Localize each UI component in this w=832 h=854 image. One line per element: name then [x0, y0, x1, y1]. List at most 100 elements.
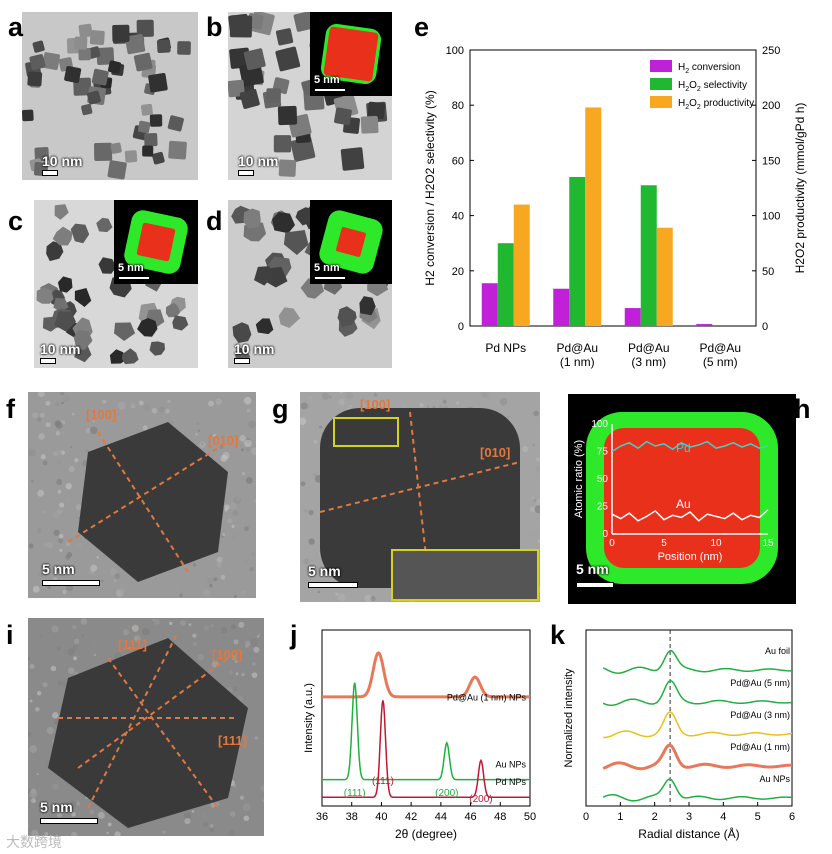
noise-speck	[65, 541, 71, 547]
noise-speck	[235, 672, 239, 676]
series-line-2	[603, 710, 793, 739]
nanoparticle	[165, 302, 181, 318]
noise-speck	[100, 579, 104, 583]
left-tick-label: 60	[452, 155, 464, 167]
noise-speck	[202, 821, 209, 827]
noise-speck	[54, 805, 61, 812]
noise-speck	[238, 621, 245, 628]
nanocube	[34, 147, 50, 162]
nanoparticle	[137, 318, 158, 337]
noise-speck	[233, 639, 239, 645]
nanoparticle	[52, 226, 73, 246]
noise-speck	[370, 595, 376, 602]
noise-speck	[251, 672, 258, 679]
noise-speck	[131, 624, 139, 632]
noise-speck	[35, 707, 40, 712]
scalebar-b-inset	[314, 88, 346, 92]
noise-speck	[36, 528, 42, 534]
noise-speck	[535, 465, 540, 473]
right-tick-label: 200	[762, 100, 780, 112]
noise-speck	[300, 417, 307, 426]
noise-speck	[85, 449, 89, 453]
xrd-chart-j: 36 38 40 42 44 46 48 50 2θ (degree) Intensity (a.…	[303, 629, 536, 841]
x-tick-label: 15	[762, 538, 774, 549]
noise-speck	[531, 495, 535, 500]
nanocube	[32, 40, 45, 53]
noise-speck	[232, 510, 239, 516]
noise-speck	[303, 558, 310, 565]
nanocube	[74, 36, 88, 50]
noise-speck	[56, 479, 63, 486]
nanocube	[144, 133, 158, 147]
bar-2-0	[513, 204, 530, 326]
x-tick-label: 42	[405, 811, 417, 823]
noise-speck	[507, 415, 510, 419]
noise-speck	[244, 439, 252, 448]
category-label: (1 nm)	[560, 355, 595, 369]
noise-speck	[167, 399, 171, 404]
noise-speck	[209, 583, 213, 588]
noise-speck	[321, 392, 330, 400]
noise-speck	[42, 509, 47, 514]
noise-speck	[151, 407, 158, 414]
noise-speck	[96, 555, 100, 559]
noise-speck	[109, 568, 117, 576]
noise-speck	[195, 433, 198, 436]
panel-label-a: a	[8, 12, 24, 42]
noise-speck	[482, 392, 489, 398]
x-tick-label: 5	[661, 538, 667, 549]
nanocube	[156, 39, 171, 54]
noise-speck	[142, 403, 151, 412]
noise-speck	[92, 420, 95, 423]
noise-speck	[28, 448, 36, 457]
series-label: Au NPs	[759, 774, 790, 784]
legend-swatch	[650, 60, 672, 72]
nanoparticle	[278, 159, 297, 177]
bar-1-1	[569, 176, 586, 326]
noise-speck	[54, 401, 60, 407]
noise-speck	[201, 442, 204, 445]
y-axis-label-right: H2O2 productivity (mmol/gPd h)	[793, 103, 807, 274]
noise-speck	[174, 584, 182, 593]
noise-speck	[201, 814, 207, 820]
panel-label-f: f	[6, 394, 15, 424]
nanoparticle	[54, 311, 76, 332]
noise-speck	[29, 790, 38, 798]
noise-speck	[256, 635, 260, 638]
noise-speck	[220, 574, 226, 580]
noise-speck	[71, 412, 75, 416]
noise-speck	[184, 818, 191, 825]
noise-speck	[224, 504, 230, 510]
nanocube	[22, 109, 34, 122]
x-tick-label: 6	[789, 811, 795, 823]
noise-speck	[426, 405, 430, 409]
scalebar-label-g: 5 nm	[308, 563, 341, 579]
noise-speck	[101, 399, 107, 404]
noise-speck	[231, 655, 237, 661]
noise-speck	[241, 471, 246, 476]
noise-speck	[59, 392, 65, 396]
noise-speck	[142, 595, 147, 598]
noise-speck	[142, 425, 148, 431]
nanoparticle	[272, 212, 295, 234]
nanoparticle	[293, 12, 315, 32]
x-tick-label: 4	[720, 811, 726, 823]
noise-speck	[117, 401, 126, 410]
noise-speck	[191, 810, 195, 813]
noise-speck	[364, 594, 373, 602]
nanoparticle	[340, 147, 365, 171]
peak-label: (111)	[372, 776, 394, 787]
noise-speck	[72, 625, 77, 630]
nanoparticle	[232, 322, 252, 343]
noise-speck	[506, 409, 511, 414]
x-tick-label: 40	[375, 811, 387, 823]
nanocube	[177, 41, 191, 55]
plot-frame	[469, 49, 757, 327]
noise-speck	[46, 726, 54, 735]
noise-speck	[192, 633, 197, 638]
y-tick-label: 100	[591, 419, 608, 430]
noise-speck	[30, 798, 36, 804]
noise-speck	[179, 593, 183, 598]
legend-label: H2O2 productivity	[678, 98, 754, 111]
x-tick-label: 46	[464, 811, 476, 823]
